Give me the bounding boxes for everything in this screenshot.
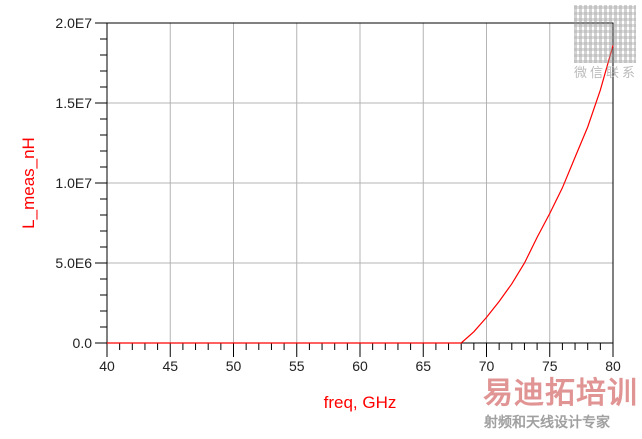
series-line (107, 45, 614, 344)
x-tick-label: 50 (226, 358, 242, 374)
qr-code-watermark (574, 5, 636, 63)
y-tick-label: 1.0E7 (55, 175, 92, 191)
x-axis-title: freq, GHz (324, 393, 397, 412)
watermark-brand: 易迪拓培训 (483, 376, 638, 411)
watermark-contact: 微信联系 (574, 66, 639, 81)
x-tick-label: 55 (289, 358, 305, 374)
x-tick-label: 60 (352, 358, 368, 374)
y-tick-label: 2.0E7 (55, 15, 92, 31)
y-axis-title: L_meas_nH (19, 137, 38, 229)
x-tick-label: 45 (162, 358, 178, 374)
x-tick-label: 65 (415, 358, 431, 374)
x-tick-label: 40 (99, 358, 115, 374)
watermark-slogan: 射频和天线设计专家 (484, 415, 610, 431)
y-tick-label: 5.0E6 (55, 255, 92, 271)
x-tick-label: 75 (542, 358, 558, 374)
x-tick-label: 80 (605, 358, 621, 374)
y-tick-label: 1.5E7 (55, 95, 92, 111)
y-tick-label: 0.0 (73, 335, 93, 351)
x-tick-label: 70 (479, 358, 495, 374)
